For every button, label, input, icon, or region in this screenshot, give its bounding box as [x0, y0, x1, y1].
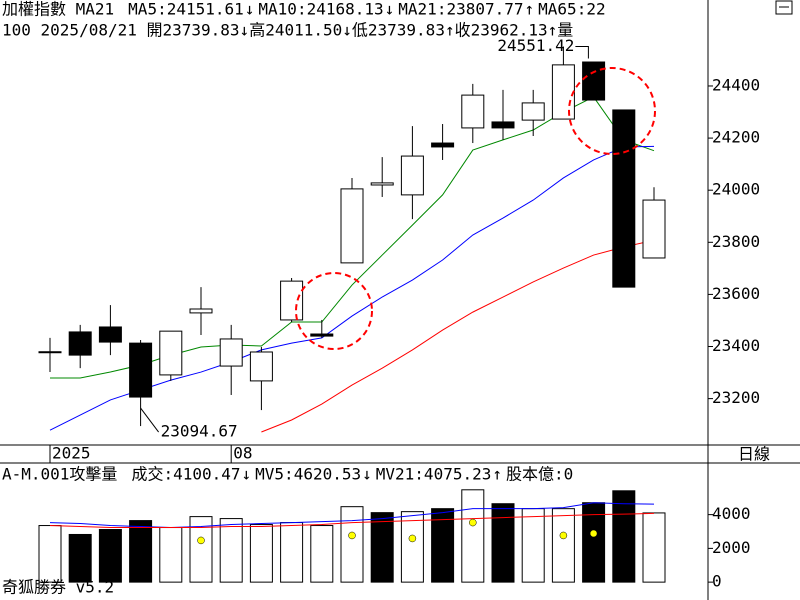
- candle-body: [431, 142, 455, 148]
- chart-title: A-M.001攻擊量: [2, 465, 117, 484]
- volume-bar: [280, 522, 304, 583]
- volume-bar: [189, 516, 213, 583]
- volume-bar: [551, 508, 575, 583]
- candle-body: [98, 326, 122, 343]
- highlight-circle: [568, 67, 656, 155]
- candle-body: [370, 182, 394, 186]
- legend-entry: MA5:24151.61: [128, 0, 244, 19]
- legend-trend: ↓: [245, 0, 255, 19]
- volume-bar: [98, 529, 122, 583]
- legend-entry: MV21:4075.23: [376, 465, 492, 484]
- volume-bar: [642, 512, 666, 583]
- candle-body: [249, 351, 273, 382]
- legend-trend: ↑: [525, 0, 535, 19]
- volume-bar: [68, 533, 92, 583]
- y-tick-label: 23400: [712, 336, 760, 355]
- candle-body: [340, 188, 364, 264]
- candle-body: [582, 61, 606, 101]
- high-label: 24551.42: [497, 36, 574, 55]
- volume-bar: [370, 512, 394, 583]
- y-tick-label: 24000: [712, 180, 760, 199]
- volume-bar: [431, 508, 455, 583]
- legend-entry: MA10:24168.13: [258, 0, 383, 19]
- volume-bar: [249, 524, 273, 583]
- legend-trend: ↓: [362, 465, 372, 484]
- mv-line: [49, 512, 655, 529]
- legend-entry: 成交:4100.47: [131, 465, 240, 484]
- candle-body: [612, 109, 636, 288]
- legend-entry: MA21:23807.77: [398, 0, 523, 19]
- candle-body: [280, 280, 304, 321]
- chart-title: 加權指數 MA21: [2, 0, 114, 19]
- marker: [589, 529, 598, 538]
- y-tick-label: 4000: [712, 504, 751, 523]
- candle-body: [219, 338, 243, 367]
- legend-trend: ↑: [492, 465, 502, 484]
- footer: 奇狐勝券 v5.2: [2, 578, 114, 597]
- volume-bar: [159, 527, 183, 583]
- low-label: 23094.67: [161, 422, 238, 441]
- volume-bar: [400, 511, 424, 583]
- volume-bar: [340, 506, 364, 583]
- ma-line: [261, 239, 655, 433]
- candle-body: [521, 102, 545, 121]
- legend-trend: ↓: [242, 465, 252, 484]
- y-tick-label: 24400: [712, 75, 760, 94]
- candle-body: [400, 155, 424, 196]
- marker: [408, 534, 417, 543]
- legend-entry: MV5:4620.53: [255, 465, 361, 484]
- info-line: 100 2025/08/21 開23739.83↓高24011.50↓低2373…: [2, 21, 573, 40]
- candle-body: [129, 342, 153, 398]
- volume-bar: [310, 525, 334, 583]
- marker: [348, 531, 356, 540]
- candle-body: [461, 94, 485, 129]
- marker: [469, 518, 477, 527]
- highlight-circle: [295, 272, 373, 350]
- y-tick-label: 23800: [712, 232, 760, 251]
- legend-entry: MA65:22: [538, 0, 605, 19]
- extreme-leader: [575, 46, 589, 59]
- candle-body: [491, 121, 515, 129]
- y-tick-label: 23200: [712, 388, 760, 407]
- candle-body: [551, 64, 575, 120]
- volume-bar: [612, 490, 636, 583]
- marker: [559, 531, 568, 540]
- candle-body: [159, 330, 183, 376]
- candle-body: [38, 351, 62, 354]
- x-tick-label: 08: [233, 444, 252, 463]
- y-tick-label: 0: [712, 572, 722, 591]
- volume-bar: [129, 520, 153, 583]
- y-tick-label: 23600: [712, 284, 760, 303]
- volume-bar: [38, 525, 62, 583]
- volume-bar: [491, 503, 515, 583]
- candle-body: [68, 331, 92, 356]
- volume-bar: [461, 489, 485, 583]
- mv-line: [49, 502, 655, 529]
- y-tick-label: 24200: [712, 128, 760, 147]
- legend-trend: ↓: [385, 0, 395, 19]
- marker: [197, 536, 205, 545]
- candle-body: [189, 308, 213, 314]
- x-tick-label: 2025: [52, 444, 91, 463]
- legend-entry: 股本億:0: [506, 465, 573, 484]
- extreme-leader: [140, 407, 160, 433]
- candle-body: [310, 333, 334, 337]
- period-label: 日線: [738, 445, 770, 464]
- candle-body: [642, 199, 666, 259]
- y-tick-label: 2000: [712, 538, 751, 557]
- volume-bar: [219, 518, 243, 583]
- volume-bar: [521, 508, 545, 583]
